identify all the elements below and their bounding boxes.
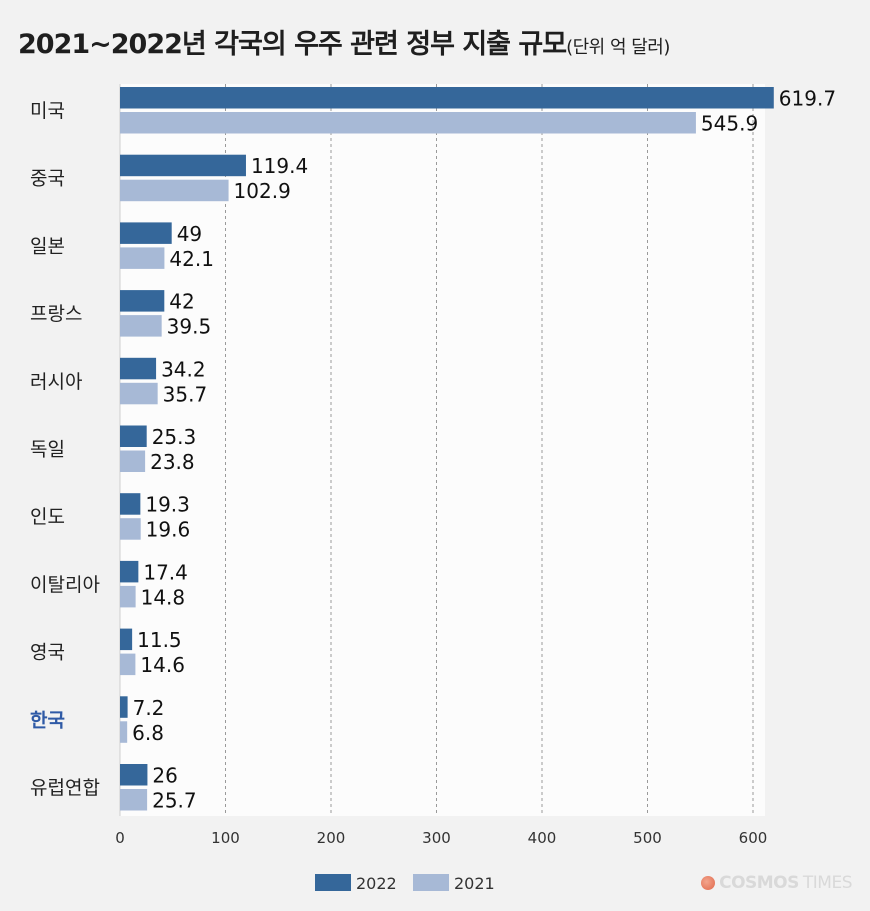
value-label: 545.9 (701, 112, 758, 136)
bar-2021 (120, 585, 136, 608)
chart-title: 2021~2022년 각국의 우주 관련 정부 지출 규모(단위 억 달러) (18, 22, 670, 61)
bar-2021 (120, 653, 136, 676)
bar-2021 (120, 518, 141, 540)
bar-2021 (120, 112, 696, 134)
value-label: 119.4 (251, 154, 308, 178)
brand-suffix: TIMES (802, 873, 853, 893)
value-label: 42 (169, 290, 194, 314)
plot-area: 0 100 200 300 400 500 600 미국 619.7 545.9 중국 119.410… (30, 84, 836, 847)
value-label: 102.9 (234, 179, 291, 203)
chart-unit: (단위 억 달러) (566, 37, 670, 58)
bar-2021 (120, 450, 146, 472)
bar-2022 (120, 357, 157, 380)
legend-swatch-2021 (413, 874, 449, 891)
chart-title-text: 2021~2022년 각국의 우주 관련 정부 지출 규모 (18, 29, 567, 60)
value-label: 6.8 (132, 721, 164, 745)
category-label: 유럽연합 (30, 777, 100, 799)
bar-2021 (120, 382, 158, 405)
plot-background (120, 84, 765, 816)
bar-2022 (120, 493, 141, 515)
bar-2022 (120, 425, 147, 447)
bar-2022 (120, 628, 133, 651)
x-tick-label: 500 (633, 829, 662, 847)
value-label: 619.7 (779, 87, 836, 111)
bar-2022 (120, 87, 774, 109)
value-label: 25.7 (152, 789, 197, 813)
bar-2022 (120, 764, 148, 786)
category-label: 영국 (30, 642, 65, 664)
bar-2021 (120, 247, 165, 269)
brand-icon (701, 876, 716, 890)
value-label: 26 (152, 764, 177, 788)
category-label: 이탈리아 (30, 574, 100, 596)
bar-2022 (120, 696, 128, 718)
value-label: 17.4 (143, 560, 188, 584)
value-label: 25.3 (152, 425, 197, 449)
category-label: 미국 (30, 100, 65, 122)
category-label: 인도 (30, 506, 65, 528)
category-label: 중국 (30, 168, 65, 190)
category-label: 프랑스 (30, 303, 82, 325)
category-label: 러시아 (30, 371, 82, 393)
value-label: 23.8 (150, 450, 195, 474)
brand-name: COSMOS (719, 873, 799, 893)
value-label: 39.5 (167, 315, 212, 339)
value-label: 14.8 (141, 585, 186, 609)
x-tick-label: 300 (422, 829, 451, 847)
category-label: 한국 (30, 709, 65, 731)
value-label: 14.6 (140, 653, 185, 677)
x-tick-label: 400 (528, 829, 557, 847)
bar-2022 (120, 154, 246, 177)
bar-2022 (120, 290, 165, 312)
value-label: 34.2 (161, 357, 206, 381)
category-label: 독일 (30, 439, 65, 461)
value-label: 19.6 (146, 518, 191, 542)
value-label: 11.5 (137, 628, 182, 652)
bar-2022 (120, 222, 172, 244)
x-tick-label: 0 (115, 829, 125, 847)
value-label: 35.7 (163, 382, 208, 406)
x-tick-label: 200 (317, 829, 346, 847)
bar-2022 (120, 560, 139, 583)
value-label: 7.2 (133, 696, 165, 720)
bar-2021 (120, 721, 128, 743)
value-label: 49 (177, 222, 202, 246)
x-tick-label: 600 (739, 829, 768, 847)
bar-2021 (120, 315, 162, 337)
value-label: 42.1 (169, 247, 214, 271)
bar-2021 (120, 179, 229, 202)
category-label: 일본 (30, 235, 65, 257)
brand-logo: COSMOS TIMES (701, 873, 853, 893)
legend: 2022 2021 (315, 874, 495, 893)
legend-swatch-2022 (315, 874, 351, 891)
legend-label: 2021 (454, 874, 495, 893)
x-tick-label: 100 (211, 829, 240, 847)
value-label: 19.3 (145, 493, 190, 517)
legend-label: 2022 (356, 874, 397, 893)
bar-2021 (120, 789, 148, 811)
